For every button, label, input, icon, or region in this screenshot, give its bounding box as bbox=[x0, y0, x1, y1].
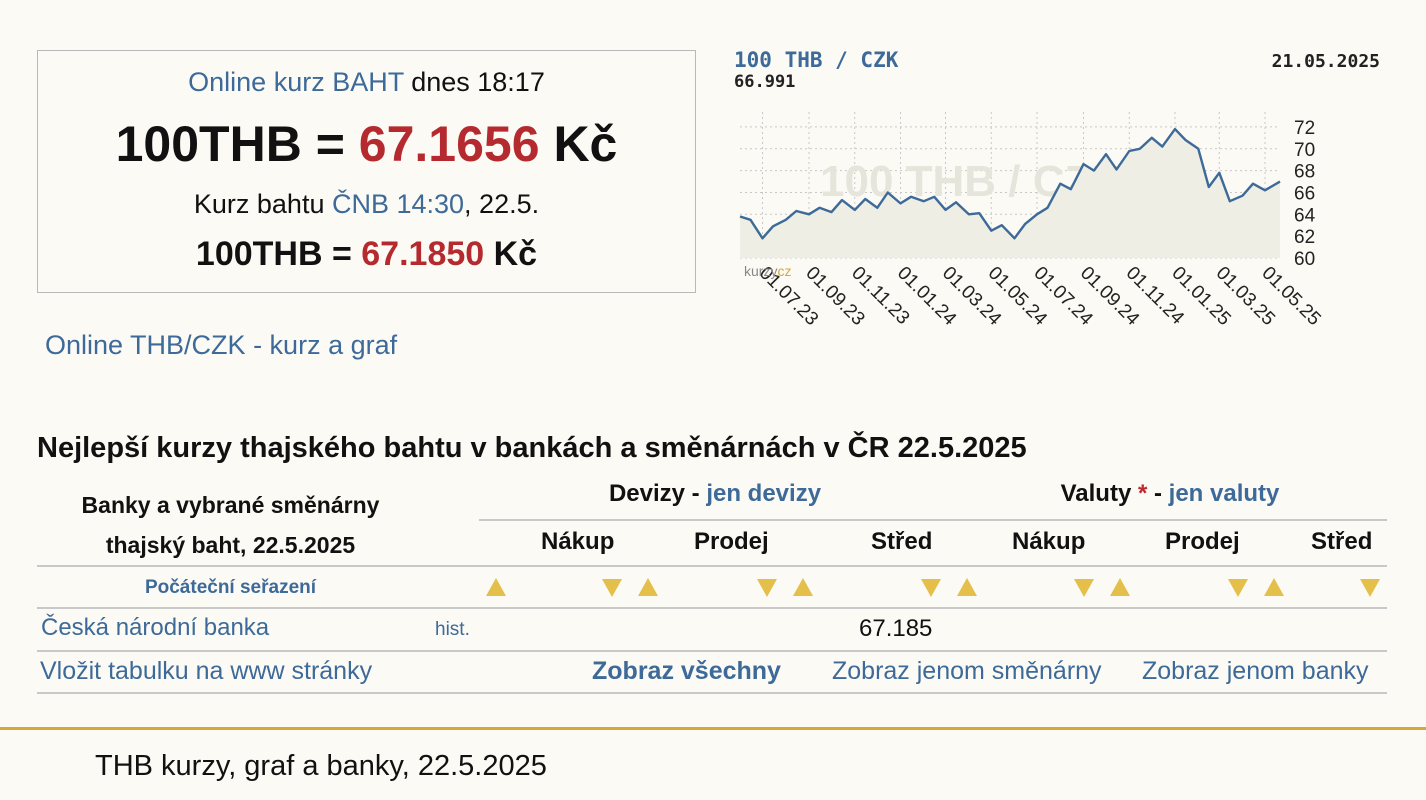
divider-group-header bbox=[479, 519, 1387, 521]
divider-table-footer bbox=[37, 692, 1387, 694]
initial-sort-link[interactable]: Počáteční seřazení bbox=[144, 577, 317, 598]
online-rate: 100THB = 67.1656 Kč bbox=[38, 115, 695, 173]
best-rates-title: Nejlepší kurzy thajského bahtu v bankách… bbox=[37, 432, 1027, 464]
col-devizy-nakup: Nákup bbox=[541, 528, 615, 555]
valuty-label: Valuty bbox=[1060, 480, 1132, 507]
banks-header-line2: thajský baht, 22.5.2025 bbox=[105, 532, 356, 558]
sort-desc-icon[interactable] bbox=[1228, 579, 1248, 597]
chart-date: 21.05.2025 bbox=[1272, 51, 1380, 72]
online-rate-heading: Online kurz BAHT dnes 18:17 bbox=[38, 67, 695, 98]
only-valuty-link[interactable]: jen valuty bbox=[1168, 480, 1280, 507]
sort-asc-icon[interactable] bbox=[793, 578, 813, 596]
chart-y-tick-label: 70 bbox=[1294, 140, 1315, 161]
cnb-rate-prefix: Kurz bahtu bbox=[193, 189, 332, 219]
sort-asc-icon[interactable] bbox=[1110, 578, 1130, 596]
sort-desc-icon[interactable] bbox=[1360, 579, 1380, 597]
divider-sort-row bbox=[37, 607, 1387, 609]
cnb-rate-pair: 100THB = bbox=[195, 235, 362, 273]
chart-brand-a: kurzy bbox=[744, 263, 777, 279]
valuty-separator: - bbox=[1147, 480, 1169, 507]
chart-brand-b: cz bbox=[777, 263, 791, 279]
cnb-rate-heading: Kurz bahtu ČNB 14:30, 22.5. bbox=[38, 189, 695, 220]
chart-last-value: 66.991 bbox=[734, 72, 795, 92]
cnb-rate-unit: Kč bbox=[484, 235, 538, 273]
cnb-devizy-stred-value: 67.185 bbox=[859, 615, 933, 642]
online-rate-unit: Kč bbox=[539, 116, 618, 172]
devizy-group-header: Devizy - jen devizy bbox=[560, 480, 870, 508]
cnb-rate-date: , 22.5. bbox=[464, 189, 540, 219]
show-banks-link[interactable]: Zobraz jenom banky bbox=[1142, 657, 1369, 685]
sort-desc-icon[interactable] bbox=[1074, 579, 1094, 597]
history-link[interactable]: hist. bbox=[435, 619, 470, 640]
sort-desc-icon[interactable] bbox=[602, 579, 622, 597]
devizy-label: Devizy bbox=[608, 480, 685, 507]
bank-name-cnb[interactable]: Česká národní banka bbox=[41, 614, 270, 641]
col-valuty-nakup: Nákup bbox=[1012, 528, 1086, 555]
chart-y-tick-label: 66 bbox=[1294, 183, 1315, 204]
chart-y-tick-label: 72 bbox=[1294, 118, 1315, 139]
cnb-rate-link[interactable]: ČNB 14:30 bbox=[331, 189, 465, 219]
banks-column-header: Banky a vybrané směnárny thajský baht, 2… bbox=[37, 485, 424, 565]
sort-asc-icon[interactable] bbox=[486, 578, 506, 596]
chart-series-line bbox=[739, 127, 1281, 240]
sort-asc-icon[interactable] bbox=[957, 578, 977, 596]
show-all-link[interactable]: Zobraz všechny bbox=[592, 657, 781, 685]
sort-desc-icon[interactable] bbox=[757, 579, 777, 597]
chart-y-tick-label: 64 bbox=[1294, 205, 1316, 226]
sort-asc-icon[interactable] bbox=[638, 578, 658, 596]
sort-asc-icon[interactable] bbox=[1264, 578, 1284, 596]
chart-area-fill bbox=[740, 129, 1280, 258]
divider-table-row bbox=[37, 650, 1387, 652]
online-rate-value: 67.1656 bbox=[358, 116, 540, 172]
cnb-rate-value: 67.1850 bbox=[361, 235, 485, 273]
valuty-group-header: Valuty * - jen valuty bbox=[1010, 480, 1330, 508]
chart-y-tick-label: 60 bbox=[1294, 249, 1315, 270]
col-valuty-stred: Střed bbox=[1311, 528, 1373, 555]
footer-title: THB kurzy, graf a banky, 22.5.2025 bbox=[95, 750, 547, 782]
show-exchanges-link[interactable]: Zobraz jenom směnárny bbox=[832, 657, 1102, 685]
col-devizy-prodej: Prodej bbox=[694, 528, 769, 555]
cnb-rate: 100THB = 67.1850 Kč bbox=[38, 235, 695, 274]
col-valuty-prodej: Prodej bbox=[1165, 528, 1240, 555]
valuty-star: * bbox=[1131, 480, 1148, 507]
chart-brand: kurzycz bbox=[744, 263, 791, 279]
chart-y-tick-label: 68 bbox=[1294, 162, 1315, 183]
divider-column-header bbox=[37, 565, 1387, 567]
online-rate-time: dnes 18:17 bbox=[403, 67, 545, 97]
online-chart-link[interactable]: Online THB/CZK - kurz a graf bbox=[45, 330, 398, 360]
rate-box: Online kurz BAHT dnes 18:17 100THB = 67.… bbox=[37, 50, 696, 293]
rate-chart[interactable]: 100 THB / CZK 72 70 68 66 64 62 60 01.07.23 01.… bbox=[728, 44, 1398, 364]
online-rate-link[interactable]: Online kurz BAHT bbox=[188, 67, 404, 97]
footer-separator bbox=[0, 727, 1426, 730]
banks-header-line1: Banky a vybrané směnárny bbox=[81, 492, 380, 518]
devizy-separator: - bbox=[685, 480, 707, 507]
chart-title: 100 THB / CZK bbox=[734, 48, 899, 72]
chart-x-axis: 01.07.2301.09.2301.11.2301.01.2401.03.24… bbox=[755, 263, 1325, 330]
only-devizy-link[interactable]: jen devizy bbox=[706, 480, 822, 507]
chart-y-tick-label: 62 bbox=[1294, 227, 1315, 248]
online-rate-pair: 100THB = bbox=[115, 116, 359, 172]
col-devizy-stred: Střed bbox=[871, 528, 933, 555]
embed-table-link[interactable]: Vložit tabulku na www stránky bbox=[40, 657, 373, 685]
sort-desc-icon[interactable] bbox=[921, 579, 941, 597]
